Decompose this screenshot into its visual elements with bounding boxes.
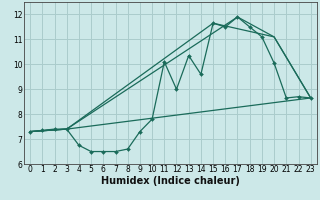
X-axis label: Humidex (Indice chaleur): Humidex (Indice chaleur) [101,176,240,186]
